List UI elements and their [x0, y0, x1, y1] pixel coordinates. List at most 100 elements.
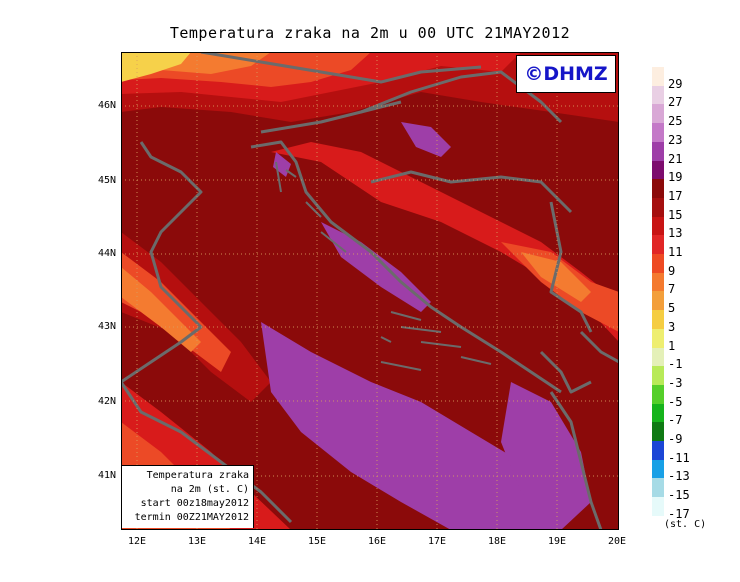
legend-swatch	[652, 160, 664, 180]
legend-swatch	[652, 347, 664, 367]
info-line: Temperatura zraka	[146, 470, 249, 481]
info-line: start 00z18may2012	[140, 498, 249, 509]
island-brac	[390, 311, 422, 321]
island-mljet	[460, 356, 492, 365]
legend-label: -15	[668, 488, 690, 503]
coastline-italy-east	[121, 141, 203, 384]
field-adriatic-purple-south	[261, 322, 561, 530]
legend-swatch	[652, 478, 664, 498]
island-dugi-otok	[320, 231, 347, 253]
legend-swatch	[652, 67, 664, 86]
legend-label: -17	[668, 506, 690, 521]
x-tick-label: 18E	[487, 536, 507, 547]
legend-swatch	[652, 104, 664, 124]
dhmz-logo: ©DHMZ	[516, 55, 616, 93]
border-croatia-bosnia	[370, 170, 573, 214]
legend-swatch	[652, 310, 664, 330]
legend-swatch	[652, 497, 664, 517]
border-croatia-hungary	[360, 70, 563, 124]
y-tick-label: 46N	[97, 100, 116, 111]
x-tick-label: 19E	[547, 536, 567, 547]
x-tick-label: 14E	[247, 536, 267, 547]
legend-swatch	[652, 441, 664, 460]
legend-swatch	[652, 384, 664, 404]
legend-label: 29	[668, 76, 683, 91]
border-montenegro	[539, 350, 592, 394]
legend-label: -9	[668, 432, 683, 446]
island-pag	[305, 201, 322, 218]
legend-label: 11	[668, 245, 683, 259]
legend-label: 25	[668, 114, 683, 129]
legend-swatch	[652, 328, 664, 348]
legend-swatch	[652, 179, 664, 199]
coastline-albania	[549, 391, 603, 530]
field-adriatic-purple-mid	[321, 222, 431, 312]
legend-swatch	[652, 403, 664, 423]
island-gargano	[380, 361, 422, 371]
legend-label: -3	[668, 375, 683, 390]
field-albania-purple	[501, 382, 591, 530]
y-tick-label: 42N	[97, 396, 116, 407]
legend-label: -13	[668, 469, 690, 484]
info-box: Temperatura zraka na 2m (st. C) start 00…	[122, 465, 254, 528]
legend-label: 13	[668, 226, 683, 241]
field-slavonia-purple	[401, 122, 451, 157]
border-slovenia-croatia	[260, 100, 402, 134]
y-tick-label: 44N	[97, 248, 116, 259]
legend-label: -1	[668, 357, 683, 372]
legend-swatch	[652, 123, 664, 143]
x-tick-label: 12E	[127, 536, 147, 547]
temperature-map	[121, 52, 619, 530]
x-tick-label: 16E	[367, 536, 387, 547]
field-apennine-light	[121, 267, 201, 352]
legend-swatch	[652, 422, 664, 442]
legend-swatch	[652, 366, 664, 386]
coastline-croatia	[250, 140, 562, 394]
x-tick-label: 17E	[427, 536, 447, 547]
field-apennine-orange	[121, 252, 231, 372]
island-hvar	[400, 326, 442, 333]
info-line: termin 00Z21MAY2012	[134, 512, 249, 523]
legend-swatch	[652, 235, 664, 255]
x-tick-label: 13E	[187, 536, 207, 547]
legend-swatch	[652, 141, 664, 161]
legend-label: -5	[668, 394, 683, 409]
legend-label: 7	[668, 282, 676, 297]
coastline-italy-south	[121, 381, 293, 524]
legend-label: 15	[668, 207, 683, 222]
legend-label: 9	[668, 263, 676, 278]
border-austria	[200, 52, 482, 84]
legend-label: 27	[668, 95, 683, 110]
legend-units: (st. C)	[664, 519, 707, 530]
border-bosnia-serbia	[549, 201, 593, 333]
legend-label: 5	[668, 301, 676, 316]
legend-label: 21	[668, 151, 683, 166]
x-tick-label: 15E	[307, 536, 327, 547]
y-tick-label: 41N	[97, 470, 116, 481]
field-alps-yellow	[121, 52, 191, 82]
legend-swatch	[652, 216, 664, 236]
y-tick-label: 43N	[97, 321, 116, 332]
island-korcula	[420, 341, 462, 348]
legend-swatch	[652, 272, 664, 292]
island-cres	[275, 161, 282, 193]
legend-label: -7	[668, 413, 683, 428]
legend-label: 19	[668, 170, 683, 185]
legend-swatch	[652, 291, 664, 311]
legend-swatch	[652, 254, 664, 273]
legend-swatch	[652, 459, 664, 479]
legend-label: 17	[668, 188, 683, 203]
legend-swatch	[652, 197, 664, 217]
island-vis	[380, 336, 392, 343]
border-serbia-kosovo	[579, 330, 619, 364]
info-line: na 2m (st. C)	[170, 484, 249, 495]
map-title: Temperatura zraka na 2m u 00 UTC 21MAY20…	[169, 24, 571, 42]
legend-label: 3	[668, 319, 676, 334]
legend-label: -11	[668, 450, 690, 465]
x-tick-label: 20E	[607, 536, 627, 547]
legend-label: 1	[668, 338, 676, 353]
legend-swatch	[652, 85, 664, 105]
y-tick-label: 45N	[97, 175, 116, 186]
island-krk	[285, 169, 297, 178]
legend-label: 23	[668, 132, 683, 147]
